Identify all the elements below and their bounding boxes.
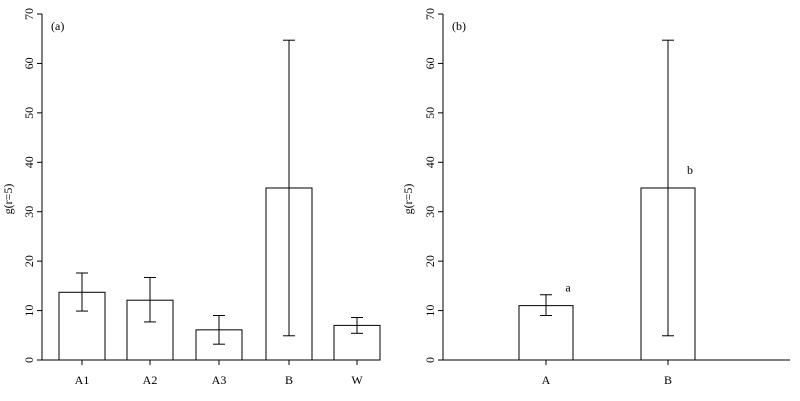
y-tick-label: 0 bbox=[22, 357, 36, 363]
y-tick-label: 30 bbox=[423, 206, 437, 218]
y-tick-label: 50 bbox=[423, 107, 437, 119]
y-tick-label: 60 bbox=[22, 57, 36, 69]
y-axis-label: g(r=5) bbox=[401, 184, 415, 215]
x-tick-label: B bbox=[664, 373, 672, 387]
y-tick-label: 10 bbox=[22, 305, 36, 317]
panel-label: (a) bbox=[51, 19, 64, 33]
x-tick-label: A1 bbox=[75, 373, 90, 387]
panel-label: (b) bbox=[452, 19, 466, 33]
y-tick-label: 10 bbox=[423, 305, 437, 317]
y-tick-label: 20 bbox=[423, 255, 437, 267]
x-tick-label: A2 bbox=[143, 373, 158, 387]
y-tick-label: 70 bbox=[423, 8, 437, 20]
significance-letter: b bbox=[687, 163, 693, 177]
y-tick-label: 30 bbox=[22, 206, 36, 218]
x-tick-label: B bbox=[285, 373, 293, 387]
x-tick-label: A bbox=[542, 373, 551, 387]
y-tick-label: 40 bbox=[22, 156, 36, 168]
x-tick-label: A3 bbox=[212, 373, 227, 387]
significance-letter: a bbox=[565, 281, 571, 295]
panel-b: 0 10 20 30 40 50 60 70 g(r=5) (b) Aa Bb bbox=[401, 8, 790, 387]
y-tick-label: 50 bbox=[22, 107, 36, 119]
panel-a: 0 10 20 30 40 50 60 70 g(r=5) (a) A1 A2 A3 B W bbox=[1, 8, 381, 387]
x-tick-label: W bbox=[351, 373, 363, 387]
y-tick-label: 20 bbox=[22, 255, 36, 267]
y-axis-label: g(r=5) bbox=[1, 184, 15, 215]
y-tick-label: 0 bbox=[423, 357, 437, 363]
y-tick-label: 60 bbox=[423, 57, 437, 69]
y-tick-label: 70 bbox=[22, 8, 36, 20]
y-tick-label: 40 bbox=[423, 156, 437, 168]
